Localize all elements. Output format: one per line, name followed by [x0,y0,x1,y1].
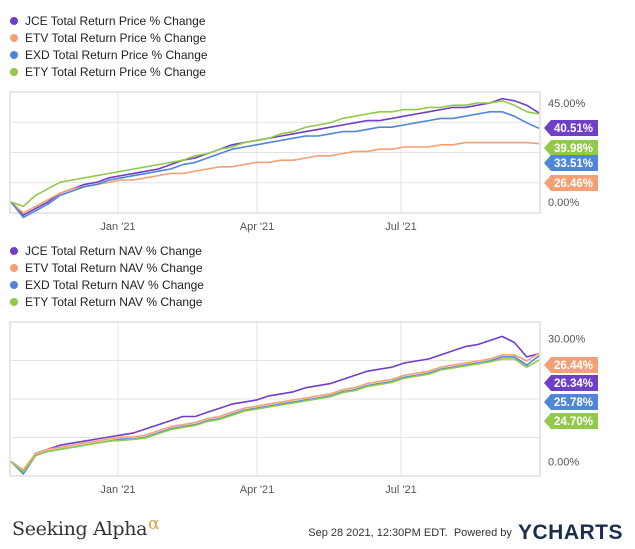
end-value-label: 40.51% [554,123,593,135]
x-tick-label: Jul '21 [385,221,416,233]
end-value-label: 26.46% [554,178,593,190]
legend-bottom: JCE Total Return NAV % Change ETV Total R… [10,243,204,311]
legend-dot-icon [10,281,18,289]
legend-item: ETV Total Return NAV % Change [10,260,204,277]
legend-item: EXD Total Return NAV % Change [10,277,204,294]
legend-label: JCE Total Return NAV % Change [25,244,202,258]
powered-by: Powered by [453,527,512,539]
series-line [10,358,540,473]
chart-price-change: Jan '21 Apr '21 Jul '21 45.00% 0.00% 40.51% 39… [9,91,598,233]
y-tick-label: 45.00% [548,98,586,110]
legend-top: JCE Total Return Price % Change ETV Total… [10,13,208,81]
end-value-label: 25.78% [554,397,593,409]
legend-label: ETV Total Return Price % Change [25,31,207,45]
x-tick-label: Apr '21 [240,221,275,233]
end-value-label: 33.51% [554,158,593,170]
legend-item: EXD Total Return Price % Change [10,47,208,64]
legend-dot-icon [10,247,18,255]
series-line [10,97,540,216]
ycharts-logo: YCHARTS [517,521,623,544]
series-line [10,355,540,475]
chart-nav-change: Jan '21 Apr '21 Jul '21 30.00% 0.00% 26.44% 26… [9,321,598,496]
legend-label: EXD Total Return NAV % Change [25,278,204,292]
y-tick-label: 0.00% [548,457,579,469]
end-value-tag [544,155,598,171]
series-line [10,352,540,471]
legend-dot-icon [10,51,18,59]
legend-dot-icon [10,17,18,25]
legend-item: JCE Total Return Price % Change [10,13,208,30]
legend-label: ETY Total Return NAV % Change [25,295,203,309]
legend-item: ETV Total Return Price % Change [10,30,208,47]
end-value-tag [544,394,598,410]
legend-dot-icon [10,264,18,272]
end-value-tag [544,175,598,191]
end-value-tag [544,120,598,136]
end-value-label: 24.70% [554,416,593,428]
y-tick-label: 0.00% [548,197,579,209]
legend-item: ETY Total Return Price % Change [10,64,208,81]
x-tick-label: Apr '21 [240,484,275,496]
legend-label: ETV Total Return NAV % Change [25,261,203,275]
legend-label: JCE Total Return Price % Change [25,14,206,28]
end-value-tag [544,413,598,429]
series-line [10,335,540,473]
end-value-tag [544,357,598,373]
x-tick-label: Jul '21 [385,484,416,496]
series-line [10,99,540,208]
seeking-alpha-logo: Seeking Alphaα [12,514,160,540]
end-value-label: 26.44% [554,360,593,372]
end-value-tag [544,140,598,156]
series-line [10,141,540,214]
timestamp: Sep 28 2021, 12:30PM EDT. [308,527,448,539]
legend-item: ETY Total Return NAV % Change [10,294,204,311]
legend-dot-icon [10,68,18,76]
legend-label: EXD Total Return Price % Change [25,48,208,62]
series-line [10,110,540,219]
legend-item: JCE Total Return NAV % Change [10,243,204,260]
end-value-tag [544,375,598,391]
x-tick-label: Jan '21 [100,221,135,233]
end-value-label: 26.34% [554,378,593,390]
x-tick-label: Jan '21 [100,484,135,496]
legend-dot-icon [10,34,18,42]
legend-dot-icon [10,298,18,306]
legend-label: ETY Total Return Price % Change [25,65,206,79]
y-tick-label: 30.00% [548,333,586,345]
end-value-label: 39.98% [554,143,593,155]
footer-credits: Sep 28 2021, 12:30PM EDT. Powered by YCH… [308,521,623,545]
